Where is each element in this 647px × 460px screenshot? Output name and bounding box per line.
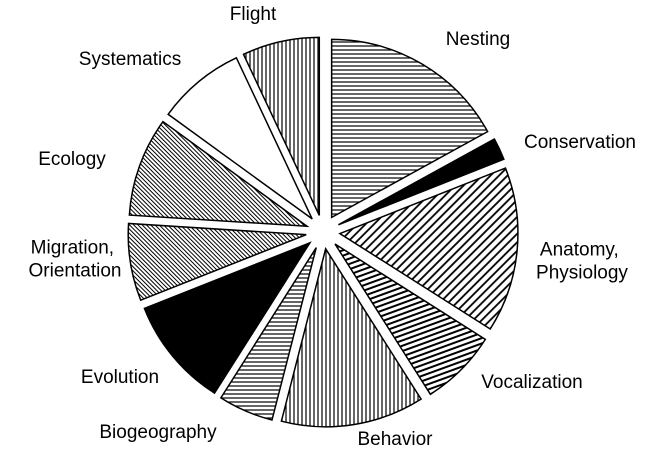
pie-slice [338,137,505,226]
label-line: Migration, [31,238,120,259]
slice-label: Evolution [81,367,159,388]
slice-label: Systematics [79,49,181,70]
pie-slice [143,241,312,395]
slice-label: Ecology [38,149,106,170]
slice-label: Anatomy, Physiology [536,240,628,284]
pie-slice [167,56,313,220]
slice-label: Flight [230,4,277,25]
slice-label: Behavior [358,429,434,450]
pie-slice [127,222,307,302]
pie-slice [128,120,310,228]
slice-label: Biogeography [99,422,217,443]
pie-slice [330,38,489,219]
slice-label: Vocalization [481,372,582,393]
pie-slice [338,167,519,331]
slice-label: Migration, Orientation [29,238,122,282]
label-line: Orientation [29,260,122,281]
label-line: Anatomy, [540,240,624,261]
slice-label: Conservation [524,132,636,153]
label-line: Physiology [536,262,628,283]
slice-label: Nesting [446,29,510,50]
pie-slice [334,243,487,396]
pie-slice [280,246,423,428]
pie-slice [219,247,317,421]
pie-slice [242,36,321,216]
